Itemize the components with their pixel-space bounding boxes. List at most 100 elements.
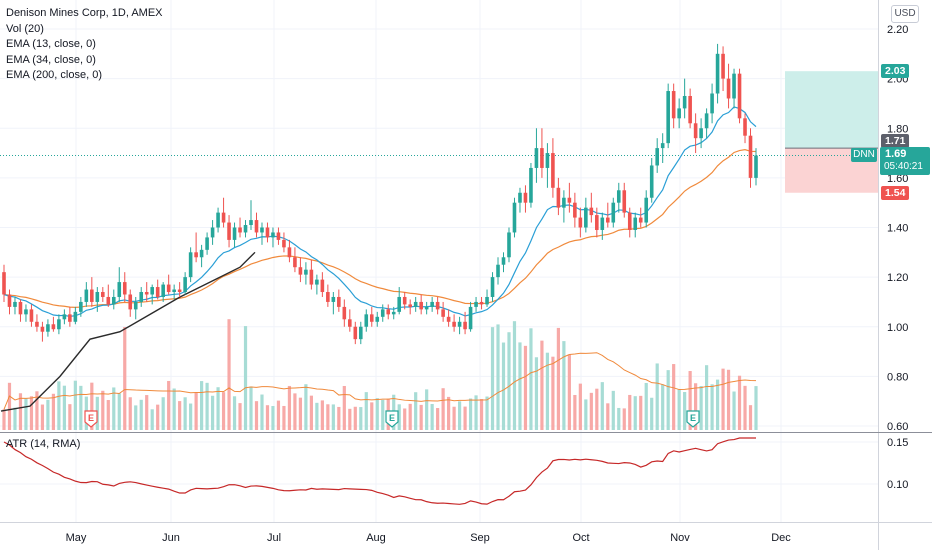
candle-body <box>737 73 742 119</box>
volume-bar <box>441 388 445 430</box>
earnings-marker-label: E <box>389 413 395 423</box>
candle-body <box>216 212 220 228</box>
candle-body <box>227 222 231 240</box>
price-tick-label: 1.00 <box>887 322 908 334</box>
candle-body <box>282 239 286 248</box>
candle-body <box>693 123 698 139</box>
candle-body <box>518 192 522 203</box>
volume-bar <box>633 396 637 430</box>
currency-button[interactable]: USD <box>891 5 919 23</box>
volume-bar <box>754 386 758 430</box>
candle-body <box>29 309 34 322</box>
volume-bar <box>101 390 105 430</box>
volume-bar <box>271 406 275 430</box>
candle-body <box>671 91 676 119</box>
volume-bar <box>232 396 237 430</box>
chart-title[interactable]: Denison Mines Corp, 1D, AMEX <box>6 7 163 19</box>
last-price: 1.69 <box>885 148 907 160</box>
legend-ema13[interactable]: EMA (13, close, 0) <box>6 38 96 50</box>
volume-bar <box>40 404 45 430</box>
candle-body <box>435 301 440 310</box>
volume-bar <box>2 409 6 430</box>
volume-bar <box>650 397 654 430</box>
candle-body <box>556 187 561 208</box>
legend-ema200[interactable]: EMA (200, close, 0) <box>6 69 102 81</box>
candle-body <box>128 294 133 310</box>
candle-body <box>699 128 703 139</box>
target-price-tag: 2.03 <box>881 64 910 78</box>
volume-bar <box>309 395 313 430</box>
volume-bar <box>397 404 401 430</box>
volume-bar <box>545 352 550 430</box>
legend-atr[interactable]: ATR (14, RMA) <box>6 438 81 450</box>
volume-bar <box>672 364 676 430</box>
position-zones <box>0 71 878 193</box>
legend-volume[interactable]: Vol (20) <box>6 22 44 35</box>
volume-bar <box>551 356 555 430</box>
volume-bar <box>589 392 593 430</box>
candle-body <box>35 321 39 327</box>
candlesticks[interactable] <box>2 43 758 345</box>
volume-bar <box>556 327 560 430</box>
volume-bar <box>156 404 160 430</box>
volume-bar <box>106 400 110 430</box>
candle-body <box>726 78 731 99</box>
candle-body <box>40 326 45 332</box>
candle-body <box>710 93 714 114</box>
atr-tick-label: 0.10 <box>887 479 908 491</box>
volume-bar <box>304 384 308 430</box>
candle-body <box>172 289 176 293</box>
candle-body <box>111 296 116 305</box>
candle-body <box>490 277 495 297</box>
candle-body <box>562 197 566 208</box>
candle-body <box>57 319 61 330</box>
volume-bar <box>183 397 187 430</box>
candle-body <box>364 314 369 327</box>
candle-body <box>194 252 198 258</box>
time-tick-label: May <box>66 532 87 544</box>
volume-bar <box>375 398 379 430</box>
candle-body <box>271 232 275 238</box>
candle-body <box>611 202 616 223</box>
volume-bar <box>573 394 577 430</box>
volume-bar <box>161 397 165 430</box>
candle-body <box>474 301 478 307</box>
volume-bar <box>249 386 253 430</box>
volume-bar <box>666 370 670 430</box>
volume-bar <box>62 385 66 430</box>
volume-bar <box>721 368 725 430</box>
candle-body <box>265 227 270 238</box>
candle-body <box>402 296 407 305</box>
candle-body <box>177 289 182 293</box>
volume-bar <box>293 393 297 430</box>
earnings-marker <box>686 410 700 428</box>
volume-bar <box>238 403 242 430</box>
candle-body <box>144 292 149 295</box>
volume-bar <box>617 407 621 430</box>
volume-bar <box>364 392 368 430</box>
volume-bar <box>287 385 292 430</box>
legend-ema34[interactable]: EMA (34, close, 0) <box>6 53 96 66</box>
volume-bar <box>688 371 692 430</box>
candle-body <box>287 247 292 258</box>
candle-body <box>704 113 709 129</box>
price-tick-label: 0.80 <box>887 371 908 383</box>
volume-bar <box>403 408 407 430</box>
volume-bar <box>139 399 143 430</box>
candle-body <box>573 202 577 218</box>
candle-body <box>243 225 248 233</box>
volume-bar <box>655 363 659 430</box>
volume-bar <box>512 321 517 430</box>
volume-bar <box>13 407 17 430</box>
candle-body <box>386 309 391 315</box>
volume-bar <box>68 404 72 430</box>
candle-body <box>298 267 303 275</box>
volume-bar <box>699 386 703 430</box>
volume-bar <box>276 400 281 430</box>
candle-body <box>254 220 259 233</box>
volume-bar <box>496 324 500 430</box>
volume-bar <box>282 405 286 430</box>
volume-bar <box>331 404 335 430</box>
